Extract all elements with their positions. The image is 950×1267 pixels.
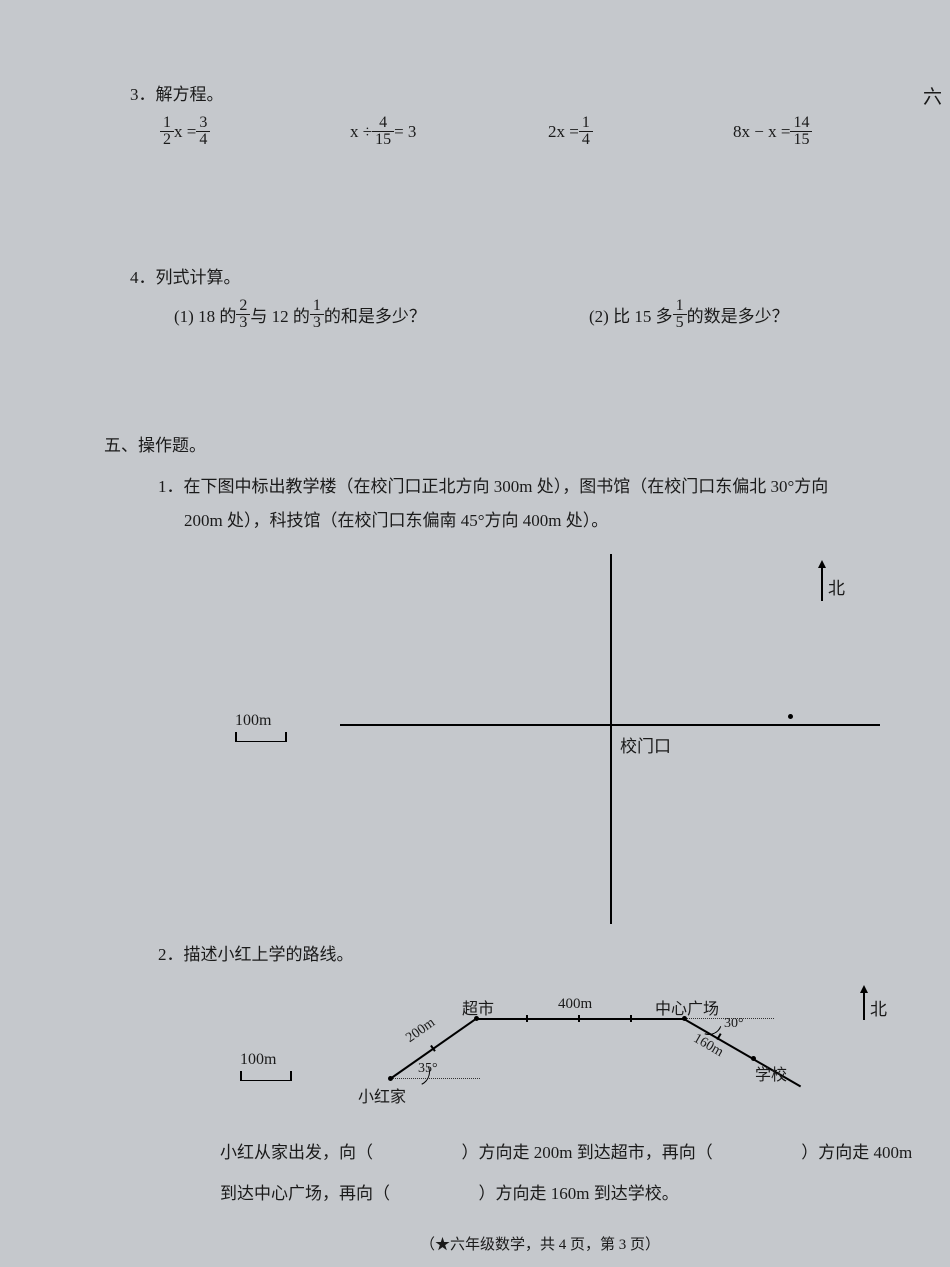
scale-tick (285, 732, 287, 742)
q4-item-a: (1) 18 的 23 与 12 的 13 的和是多少？ (174, 298, 589, 331)
scale-label-2: 100m (240, 1051, 292, 1069)
scale-tick (240, 1071, 242, 1081)
fraction: 14 (579, 115, 593, 148)
q5-2-fill-text: 小红从家出发，向（ ）方向走 200m 到达超市，再向（ ）方向走 400m 到… (220, 1133, 950, 1215)
q4a-text: 的和是多少？ (324, 302, 426, 327)
scale-line (240, 1080, 292, 1082)
q4-items: (1) 18 的 23 与 12 的 13 的和是多少？ (2) 比 15 多 … (174, 298, 950, 331)
label-plaza: 中心广场 (655, 995, 719, 1019)
section-5: 五、操作题。 1．在下图中标出教学楼（在校门口正北方向 300m 处），图书馆（… (130, 431, 950, 1254)
fraction: 415 (372, 115, 394, 148)
q4-label: 4．列式计算。 (130, 263, 950, 288)
fill-text-part: 小红从家出发，向（ (220, 1143, 373, 1162)
route-tick (630, 1015, 632, 1022)
q4a-text: 与 12 的 (250, 302, 310, 327)
eq-text: x ÷ (350, 122, 372, 142)
diagram-route: 北 100m (200, 983, 950, 1113)
section-5-title: 五、操作题。 (104, 431, 950, 456)
scale-tick (235, 732, 237, 742)
route-tick (578, 1015, 580, 1022)
label-market: 超市 (462, 995, 494, 1019)
north-label: 北 (828, 574, 845, 599)
north-arrow-2 (860, 985, 868, 1020)
fill-line-1: 小红从家出发，向（ ）方向走 200m 到达超市，再向（ ）方向走 400m (220, 1133, 950, 1174)
arrow-shaft (821, 567, 823, 601)
fraction: 15 (673, 298, 687, 331)
label-angle-plaza: 30° (724, 1016, 744, 1032)
fill-text-part: ）方向走 400m (801, 1143, 912, 1162)
q4-item-b: (2) 比 15 多 15 的数是多少？ (589, 298, 789, 331)
q5-1-line2: 200m 处），科技馆（在校门口东偏南 45°方向 400m 处）。 (184, 504, 950, 538)
scale-line (235, 741, 287, 743)
eq-text: 8x − x = (733, 122, 790, 142)
map-point-dot (788, 714, 793, 719)
eq-text: = 3 (394, 122, 416, 142)
q3-label: 3．解方程。 (130, 80, 950, 105)
label-home: 小红家 (358, 1083, 406, 1107)
route-seg-2 (476, 1018, 684, 1020)
q3-eq-c: 2x = 14 (548, 115, 733, 148)
north-label-2: 北 (870, 995, 887, 1020)
fraction: 23 (236, 298, 250, 331)
label-dist-3: 160m (690, 1031, 726, 1061)
axis-horizontal (340, 724, 880, 726)
gate-label: 校门口 (620, 732, 671, 757)
route-tick (526, 1015, 528, 1022)
q5-1-text: 1．在下图中标出教学楼（在校门口正北方向 300m 处），图书馆（在校门口东偏北… (158, 470, 950, 538)
q4a-text: (1) 18 的 (174, 302, 236, 327)
scale-bar: 100m (235, 712, 287, 742)
diagram-map: 校门口 北 100m (180, 554, 880, 934)
q5-1-line1: 1．在下图中标出教学楼（在校门口正北方向 300m 处），图书馆（在校门口东偏北… (158, 470, 950, 504)
q3-equations: 12 x = 34 x ÷ 415 = 3 2x = 14 8x − x = 1… (160, 115, 950, 148)
q4b-text: (2) 比 15 多 (589, 302, 673, 327)
page-footer: （★六年级数学，共 4 页，第 3 页） (130, 1233, 950, 1254)
label-angle-home: 35° (418, 1061, 438, 1077)
fill-line-2: 到达中心广场，再向（ ）方向走 160m 到达学校。 (220, 1174, 950, 1215)
scale-label: 100m (235, 712, 287, 730)
fraction: 13 (310, 298, 324, 331)
label-school: 学校 (755, 1061, 787, 1085)
arrow-shaft (863, 992, 865, 1020)
scale-bar-2: 100m (240, 1051, 292, 1081)
label-dist-2: 400m (558, 996, 592, 1013)
q4b-text: 的数是多少？ (687, 302, 789, 327)
fraction: 34 (196, 115, 210, 148)
fill-text-part: ）方向走 200m 到达超市，再向（ (462, 1143, 713, 1162)
fill-text-part: ）方向走 160m 到达学校。 (479, 1184, 679, 1203)
eq-text: x = (174, 122, 196, 142)
axis-vertical (610, 554, 612, 924)
q3-eq-b: x ÷ 415 = 3 (350, 115, 548, 148)
page-corner-char: 六 (923, 82, 942, 109)
point-home (388, 1076, 393, 1081)
scale-tick (290, 1071, 292, 1081)
fill-text-part: 到达中心广场，再向（ (220, 1184, 390, 1203)
q3-eq-d: 8x − x = 1415 (733, 115, 812, 148)
eq-text: 2x = (548, 122, 579, 142)
label-dist-1: 200m (403, 1015, 438, 1046)
fraction: 1415 (790, 115, 812, 148)
q3-eq-a: 12 x = 34 (160, 115, 350, 148)
north-arrow (818, 560, 826, 601)
q5-2-label: 2．描述小红上学的路线。 (158, 940, 950, 965)
fraction: 12 (160, 115, 174, 148)
